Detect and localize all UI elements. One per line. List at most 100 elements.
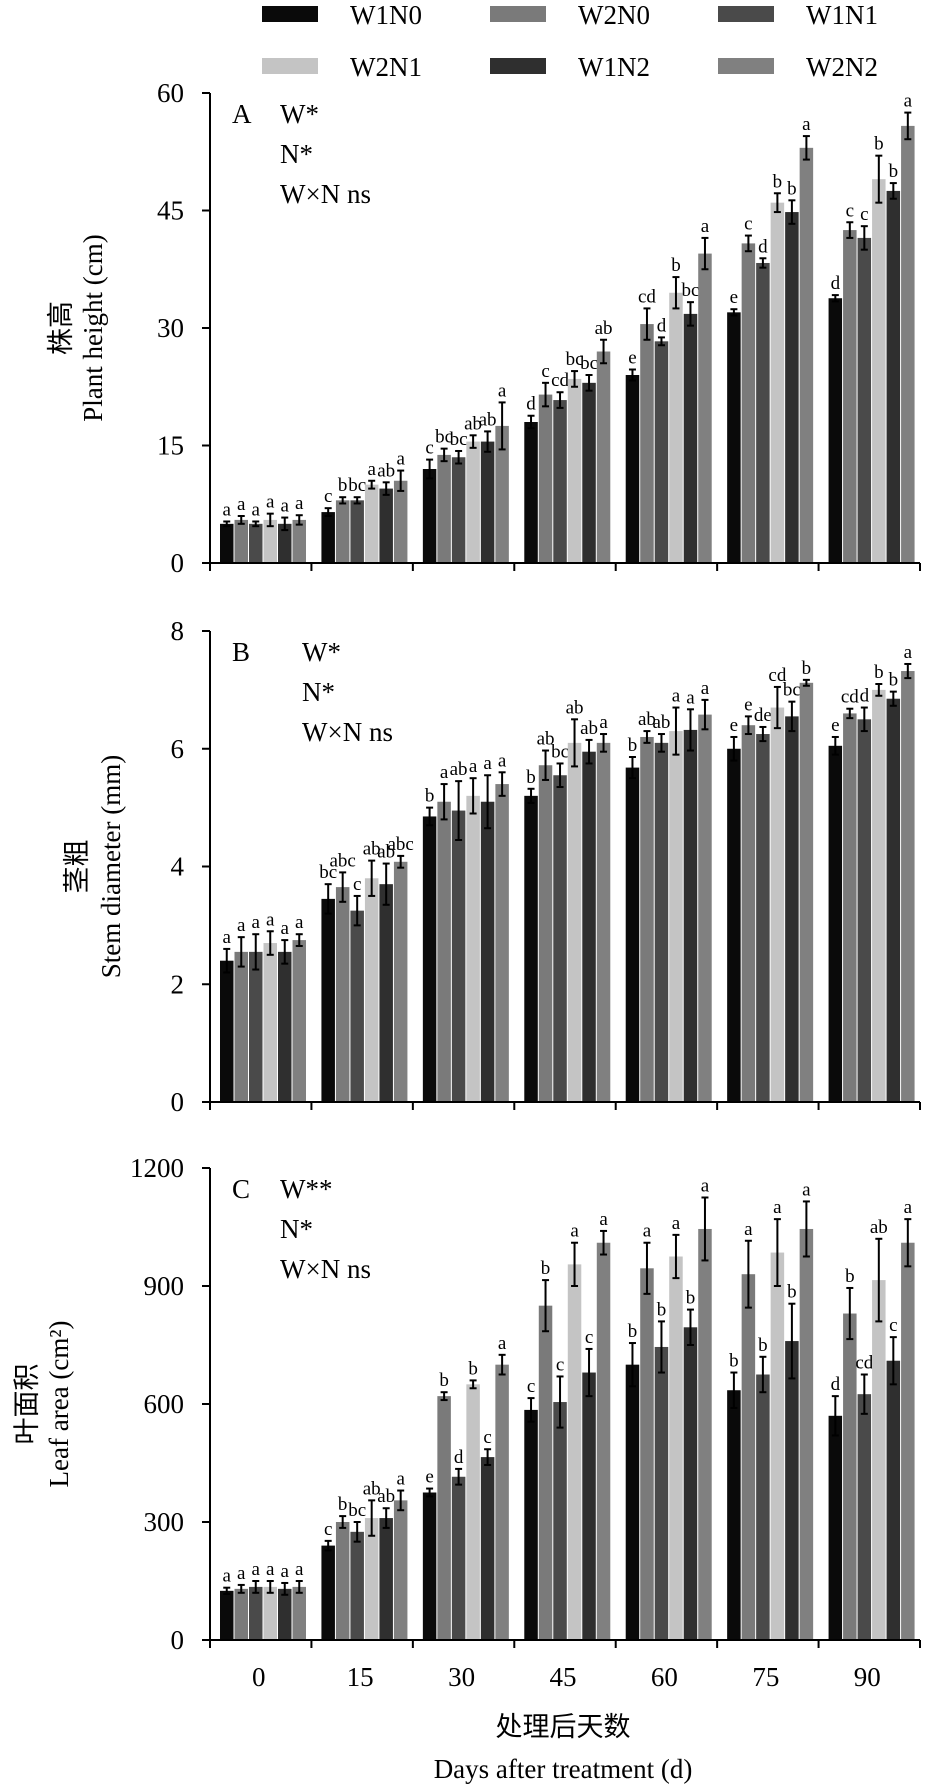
error-bar [600, 733, 608, 753]
significance-letter: cd [638, 286, 656, 307]
significance-letter: b [338, 475, 348, 496]
bar [379, 488, 393, 563]
error-bar [237, 936, 245, 968]
bar [843, 713, 857, 1102]
significance-letter: a [295, 1559, 304, 1580]
y-axis-label-cn: 株高 [46, 301, 76, 355]
error-bar [773, 1218, 781, 1287]
error-bar [860, 706, 868, 733]
significance-letter: abc [329, 850, 355, 871]
legend-item: W2N0 [490, 0, 650, 30]
panel-letter: C [232, 1174, 250, 1204]
significance-letter: c [353, 874, 361, 895]
error-bar [846, 221, 854, 239]
significance-letter: ab [595, 318, 613, 339]
error-bar [426, 458, 434, 480]
significance-letter: ab [479, 409, 497, 430]
bar [785, 212, 799, 564]
x-axis-label-cn: 处理后天数 [496, 1712, 631, 1742]
error-bar [831, 735, 839, 756]
error-bar [440, 447, 448, 463]
bar [234, 519, 248, 563]
bar [828, 298, 843, 563]
error-bar [426, 806, 434, 827]
bar [393, 861, 408, 1102]
error-bar [455, 1467, 463, 1486]
bar [249, 523, 263, 563]
bar [292, 519, 306, 563]
bar [640, 324, 654, 563]
error-bar [237, 1583, 245, 1594]
significance-letter: e [425, 1467, 433, 1488]
anova-stat: N* [302, 677, 335, 707]
significance-letter: b [889, 670, 899, 691]
bar [828, 1415, 843, 1640]
significance-letter: cd [768, 665, 786, 686]
y-axis-label-en: Stem diameter (mm) [96, 755, 126, 978]
error-bar [397, 469, 405, 492]
bar [321, 512, 335, 563]
bar [480, 801, 495, 1102]
significance-letter: c [585, 1327, 593, 1348]
error-bar [643, 1241, 651, 1295]
error-bar [744, 234, 752, 253]
bar [582, 751, 596, 1102]
error-bar [744, 715, 752, 736]
error-bar [701, 698, 709, 731]
significance-letter: c [425, 438, 433, 459]
bar [379, 1518, 393, 1640]
bar [524, 795, 538, 1102]
x-tick-label: 0 [252, 1662, 266, 1692]
significance-letter: a [904, 91, 913, 112]
error-bar [788, 1302, 796, 1380]
error-bar [469, 777, 477, 815]
anova-stat: N* [280, 1214, 313, 1244]
error-bar [904, 1218, 912, 1268]
significance-letter: bc [566, 349, 584, 370]
significance-letter: a [701, 678, 710, 699]
error-bar [440, 783, 448, 821]
significance-letter: bc [551, 741, 569, 762]
significance-letter: a [237, 494, 246, 515]
error-bar [556, 391, 564, 409]
error-bar [744, 1239, 752, 1309]
error-bar [672, 706, 680, 756]
error-bar [266, 930, 274, 956]
legend-swatch [718, 58, 774, 74]
error-bar [759, 1355, 767, 1394]
error-bar [730, 308, 738, 317]
significance-letter: a [295, 912, 304, 933]
error-bar [628, 1342, 636, 1388]
error-bar [904, 662, 912, 680]
error-bar [657, 336, 665, 347]
anova-stat: W×N ns [280, 1254, 371, 1284]
bar [770, 707, 785, 1102]
significance-letter: a [223, 1566, 232, 1587]
bar [698, 1228, 712, 1640]
bar [350, 500, 364, 563]
bar [625, 767, 640, 1102]
anova-stat: W×N ns [302, 717, 393, 747]
error-bar [773, 685, 781, 730]
error-bar [527, 787, 535, 804]
bar [437, 801, 451, 1102]
significance-letter: c [889, 1315, 897, 1336]
x-tick-label: 15 [347, 1662, 374, 1692]
error-bar [556, 1375, 564, 1429]
bar [872, 1280, 886, 1640]
anova-stat: N* [280, 139, 313, 169]
x-tick-label: 75 [752, 1662, 779, 1692]
bar [249, 951, 263, 1102]
significance-letter: a [281, 1561, 290, 1582]
significance-letter: a [281, 496, 290, 517]
significance-letter: b [874, 134, 884, 155]
significance-letter: a [904, 642, 913, 663]
bar [480, 1457, 495, 1640]
y-tick-label: 0 [171, 548, 185, 578]
bar [495, 784, 509, 1102]
y-axis-label-cn: 叶面积 [12, 1364, 42, 1445]
bar [872, 689, 886, 1102]
bar [741, 1274, 756, 1640]
significance-letter: ab [652, 712, 670, 733]
error-bar [281, 1581, 289, 1596]
